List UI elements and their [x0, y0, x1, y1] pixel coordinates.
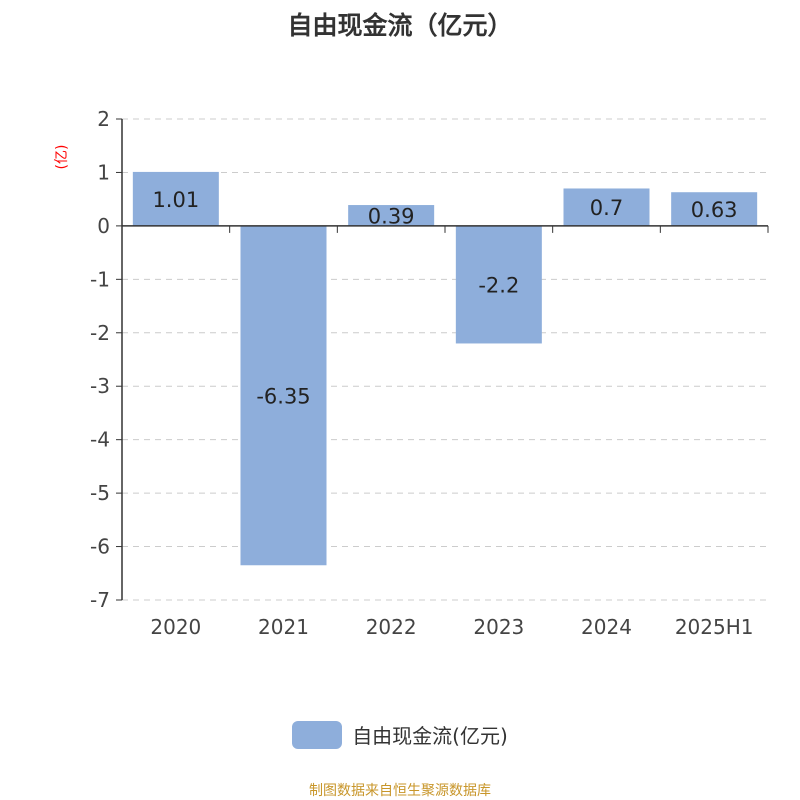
y-tick-label: -3: [90, 374, 110, 398]
x-tick-label: 2025H1: [675, 615, 754, 639]
bar: [240, 225, 327, 566]
y-tick-label: 1: [97, 160, 110, 184]
bar: [455, 225, 542, 344]
chart-title: 自由现金流（亿元）: [287, 11, 513, 40]
legend-swatch: [292, 720, 343, 749]
y-axis-label: (亿): [54, 145, 70, 170]
data-label: -6.35: [256, 385, 310, 409]
data-label: 0.63: [691, 198, 738, 222]
data-label: 0.7: [590, 196, 623, 220]
bar: [671, 192, 758, 226]
x-tick-label: 2023: [473, 615, 524, 639]
bar-chart: 2 1 0 -1 -2 -3 -4 -5 -6 -7 (亿) 1.01 2020 -6.35 2021 0.3…: [54, 107, 769, 639]
legend[interactable]: 自由现金流(亿元): [0, 720, 800, 749]
x-tick-label: 2024: [581, 615, 632, 639]
y-tick-label: -1: [90, 267, 110, 291]
y-tick-label: -7: [90, 588, 110, 612]
x-tick-label: 2021: [258, 615, 309, 639]
x-tick-label: 2022: [366, 615, 417, 639]
legend-label: 自由现金流(亿元): [352, 724, 508, 748]
y-tick-label: 0: [97, 214, 110, 238]
bar: [348, 205, 435, 226]
y-tick-label: -5: [90, 481, 110, 505]
data-label: 1.01: [152, 188, 199, 212]
bar: [132, 171, 219, 226]
source-note: 制图数据来自恒生聚源数据库: [309, 783, 491, 799]
y-tick-label: -6: [90, 535, 110, 559]
y-tick-label: -4: [90, 428, 110, 452]
y-tick-label: 2: [97, 107, 110, 131]
data-label: 0.39: [368, 204, 415, 228]
data-label: -2.2: [478, 274, 519, 298]
y-tick-label: -2: [90, 321, 110, 345]
bar: [563, 188, 650, 226]
x-tick-label: 2020: [150, 615, 201, 639]
